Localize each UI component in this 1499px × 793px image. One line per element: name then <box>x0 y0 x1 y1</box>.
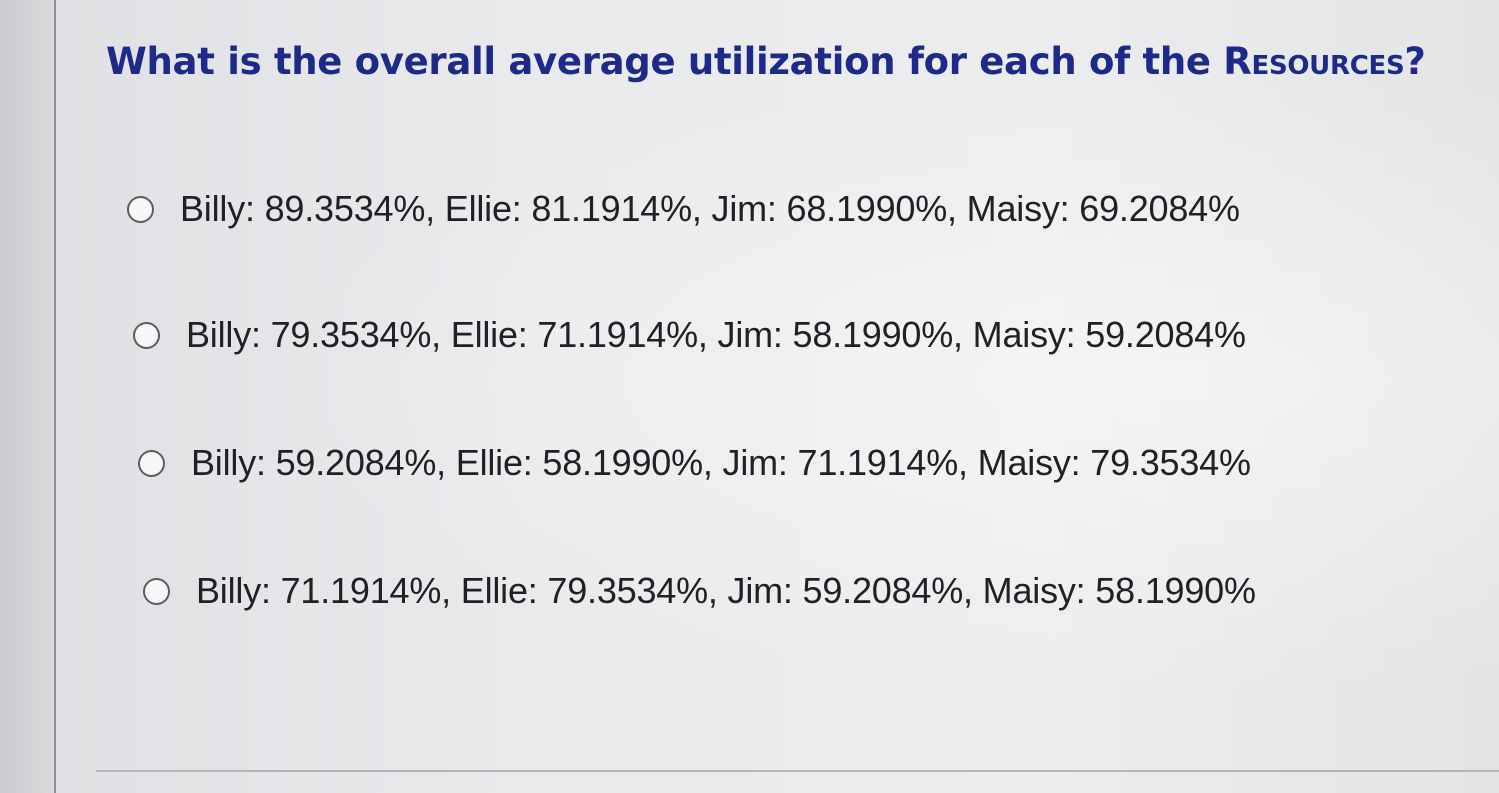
question-text-end: ? <box>1404 40 1426 83</box>
answer-option-4[interactable]: Billy: 71.1914%, Ellie: 79.3534%, Jim: 5… <box>143 570 1256 612</box>
radio-button-icon[interactable] <box>133 321 160 349</box>
bottom-divider <box>96 770 1499 772</box>
answer-option-label[interactable]: Billy: 79.3534%, Ellie: 71.1914%, Jim: 5… <box>186 314 1246 355</box>
left-border-line <box>54 0 56 793</box>
answer-option-label[interactable]: Billy: 89.3534%, Ellie: 81.1914%, Jim: 6… <box>180 188 1240 229</box>
question-text-main: What is the overall average utilization … <box>106 40 1224 83</box>
question-text: What is the overall average utilization … <box>106 40 1486 83</box>
answer-option-label[interactable]: Billy: 71.1914%, Ellie: 79.3534%, Jim: 5… <box>196 570 1256 611</box>
answer-option-3[interactable]: Billy: 59.2084%, Ellie: 58.1990%, Jim: 7… <box>138 442 1251 484</box>
radio-button-icon[interactable] <box>127 195 154 223</box>
question-text-resources: Resources <box>1223 40 1405 83</box>
radio-button-icon[interactable] <box>138 449 165 477</box>
left-margin <box>0 0 54 793</box>
answer-option-2[interactable]: Billy: 79.3534%, Ellie: 71.1914%, Jim: 5… <box>133 314 1246 356</box>
answer-option-label[interactable]: Billy: 59.2084%, Ellie: 58.1990%, Jim: 7… <box>191 442 1251 483</box>
answer-option-1[interactable]: Billy: 89.3534%, Ellie: 81.1914%, Jim: 6… <box>127 188 1240 230</box>
radio-button-icon[interactable] <box>143 577 170 605</box>
